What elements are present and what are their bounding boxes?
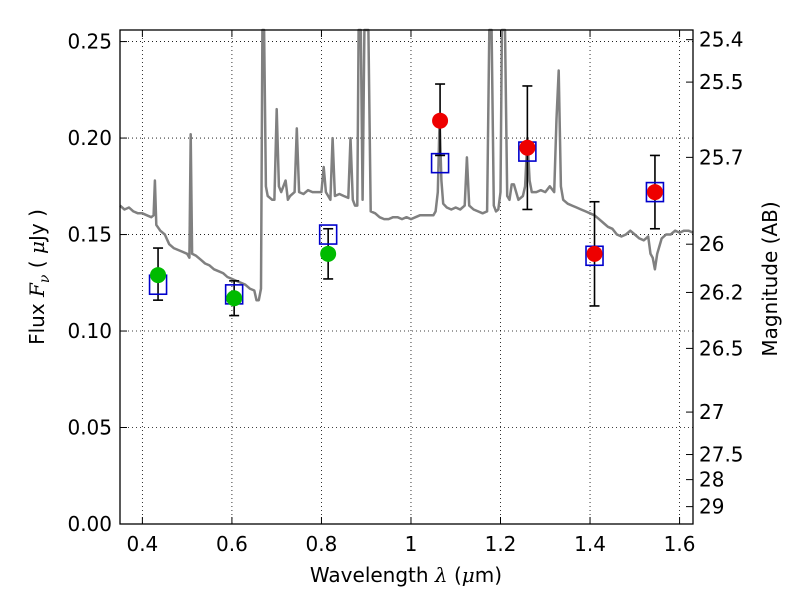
model-square-marker (430, 152, 450, 174)
y-tick-label: 0.25 (67, 30, 112, 54)
model-square-marker (318, 224, 338, 245)
x-tick-label: 1 (405, 532, 418, 556)
right-axis-label: Magnitude (AB) (758, 201, 782, 356)
plot-frame (119, 29, 694, 525)
marker-layer (148, 112, 665, 307)
x-tick-labels: 0.4 0.6 0.8 1 1.2 1.4 1.6 (126, 532, 695, 556)
x-tick-label: 0.6 (216, 532, 248, 556)
right-tick-label: 25.4 (699, 28, 744, 52)
right-tick-label: 28 (699, 468, 724, 492)
right-tick-label: 25.5 (699, 70, 744, 94)
model-square-marker (645, 181, 665, 203)
right-tick-label: 26.5 (699, 336, 744, 360)
data-point-marker (432, 112, 449, 129)
right-tick-label: 27.5 (699, 443, 744, 467)
grid (120, 30, 693, 525)
y-tick-label: 0.10 (67, 319, 112, 343)
right-tick-label: 29 (699, 495, 724, 519)
spectrum-layer (119, 28, 694, 302)
x-tick-label: 1.4 (574, 532, 606, 556)
y-tick-labels: 0.00 0.05 0.10 0.15 0.20 0.25 (67, 30, 112, 536)
x-axis-label: Wavelength λ (μm) (310, 563, 502, 587)
y-axis-label: Flux Fν ( μJy ) (25, 209, 53, 345)
x-tick-label: 0.4 (126, 532, 158, 556)
spectrum-line (119, 28, 694, 302)
right-tick-label: 26.2 (699, 280, 744, 304)
data-point-marker (586, 245, 603, 262)
data-point-marker (150, 267, 167, 284)
right-tick-label: 27 (699, 400, 724, 424)
y-tick-label: 0.05 (67, 416, 112, 440)
data-point-marker (226, 290, 243, 307)
right-tick-label: 25.7 (699, 145, 744, 169)
x-tick-label: 0.8 (306, 532, 338, 556)
data-point-marker (646, 184, 663, 201)
errorbar-layer (153, 83, 660, 317)
data-point-marker (320, 245, 337, 262)
y-tick-label: 0.15 (67, 223, 112, 247)
axis-ticks (120, 30, 693, 525)
y-tick-label: 0.00 (67, 512, 112, 536)
data-point-marker (519, 139, 536, 156)
x-tick-label: 1.6 (664, 532, 696, 556)
right-tick-label: 26 (699, 232, 724, 256)
y-tick-label: 0.20 (67, 126, 112, 150)
right-tick-labels: 25.4 25.5 25.7 26 26.2 26.5 27 27.528 29 (699, 28, 744, 519)
x-tick-label: 1.2 (485, 532, 517, 556)
